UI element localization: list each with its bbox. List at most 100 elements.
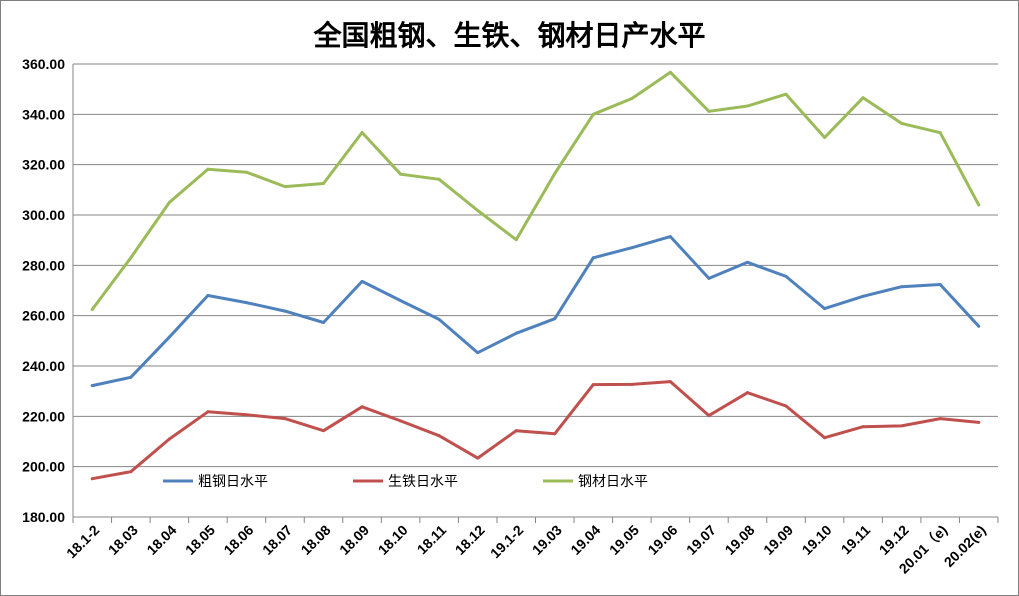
data-point [437,434,441,438]
chart-title: 全国粗钢、生铁、钢材日产水平 [313,19,706,52]
x-tick-label: 19.04 [567,522,603,558]
y-tick-label: 300.00 [22,207,65,223]
y-tick-label: 280.00 [22,257,65,273]
x-tick-label: 18.07 [259,522,295,558]
data-point [514,331,518,335]
data-point [322,320,326,324]
x-tick-label: 19.06 [644,522,680,558]
data-point [707,109,711,113]
x-tick-label: 18.12 [452,522,488,558]
data-point [244,413,248,417]
data-point [977,420,981,424]
data-point [977,324,981,328]
data-point [591,383,595,387]
data-point [668,380,672,384]
legend-label: 生铁日水平 [388,474,458,490]
data-point [630,246,634,250]
data-point [745,260,749,264]
data-point [322,429,326,433]
data-point [514,429,518,433]
data-point [938,282,942,286]
data-point [861,96,865,100]
data-point [360,130,364,134]
data-point [283,417,287,421]
data-point [707,276,711,280]
x-tick-label: 18.11 [414,522,450,558]
y-tick-label: 260.00 [22,308,65,324]
x-tick-label: 19.1-2 [487,522,527,562]
data-point [745,104,749,108]
x-tick-label: 19.12 [876,522,912,558]
data-point [167,335,171,339]
data-point [591,112,595,116]
data-point [900,424,904,428]
data-point [745,391,749,395]
data-point [90,307,94,311]
y-tick-label: 240.00 [22,358,65,374]
x-tick-label: 19.11 [838,522,874,558]
x-tick-label: 18.10 [375,522,411,558]
data-point [938,131,942,135]
data-point [476,456,480,460]
x-tick-label: 19.10 [799,522,835,558]
x-tick-label: 18.04 [143,522,179,558]
y-tick-label: 220.00 [22,408,65,424]
data-point [668,70,672,74]
data-point [630,96,634,100]
y-tick-label: 320.00 [22,157,65,173]
data-point [244,301,248,305]
data-point [823,135,827,139]
data-point [283,185,287,189]
data-point [938,417,942,421]
data-point [90,477,94,481]
data-point [399,419,403,423]
data-point [900,121,904,125]
x-tick-label: 18.05 [182,522,218,558]
data-point [784,404,788,408]
series-line-1 [90,235,981,388]
data-point [167,200,171,204]
data-point [206,294,210,298]
data-point [206,410,210,414]
x-tick-label: 18.09 [336,522,372,558]
data-point [399,299,403,303]
data-point [823,436,827,440]
data-point [360,405,364,409]
data-point [553,171,557,175]
x-tick-label: 19.09 [760,522,796,558]
data-point [476,351,480,355]
data-point [784,92,788,96]
x-tick-label: 19.03 [529,522,565,558]
data-point [476,208,480,212]
x-tick-label: 18.06 [220,522,256,558]
y-tick-label: 200.00 [22,459,65,475]
data-point [360,279,364,283]
data-point [322,182,326,186]
data-point [591,256,595,260]
data-point [514,238,518,242]
data-point [553,317,557,321]
y-tick-label: 340.00 [22,106,65,122]
data-point [129,375,133,379]
data-point [977,203,981,207]
series-line-3 [90,70,981,311]
legend-label: 粗钢日水平 [198,474,268,490]
data-point [129,256,133,260]
data-point [167,437,171,441]
y-tick-label: 360.00 [22,56,65,72]
x-tick-label: 18.03 [105,522,141,558]
y-tick-label: 180.00 [22,509,65,525]
data-point [823,307,827,311]
data-point [707,414,711,418]
series-line-2 [90,380,981,481]
data-point [90,384,94,388]
x-tick-label: 19.08 [722,522,758,558]
data-point [900,285,904,289]
data-point [668,235,672,239]
data-point [244,170,248,174]
x-tick-label: 19.05 [606,522,642,558]
data-point [630,382,634,386]
data-point [437,317,441,321]
